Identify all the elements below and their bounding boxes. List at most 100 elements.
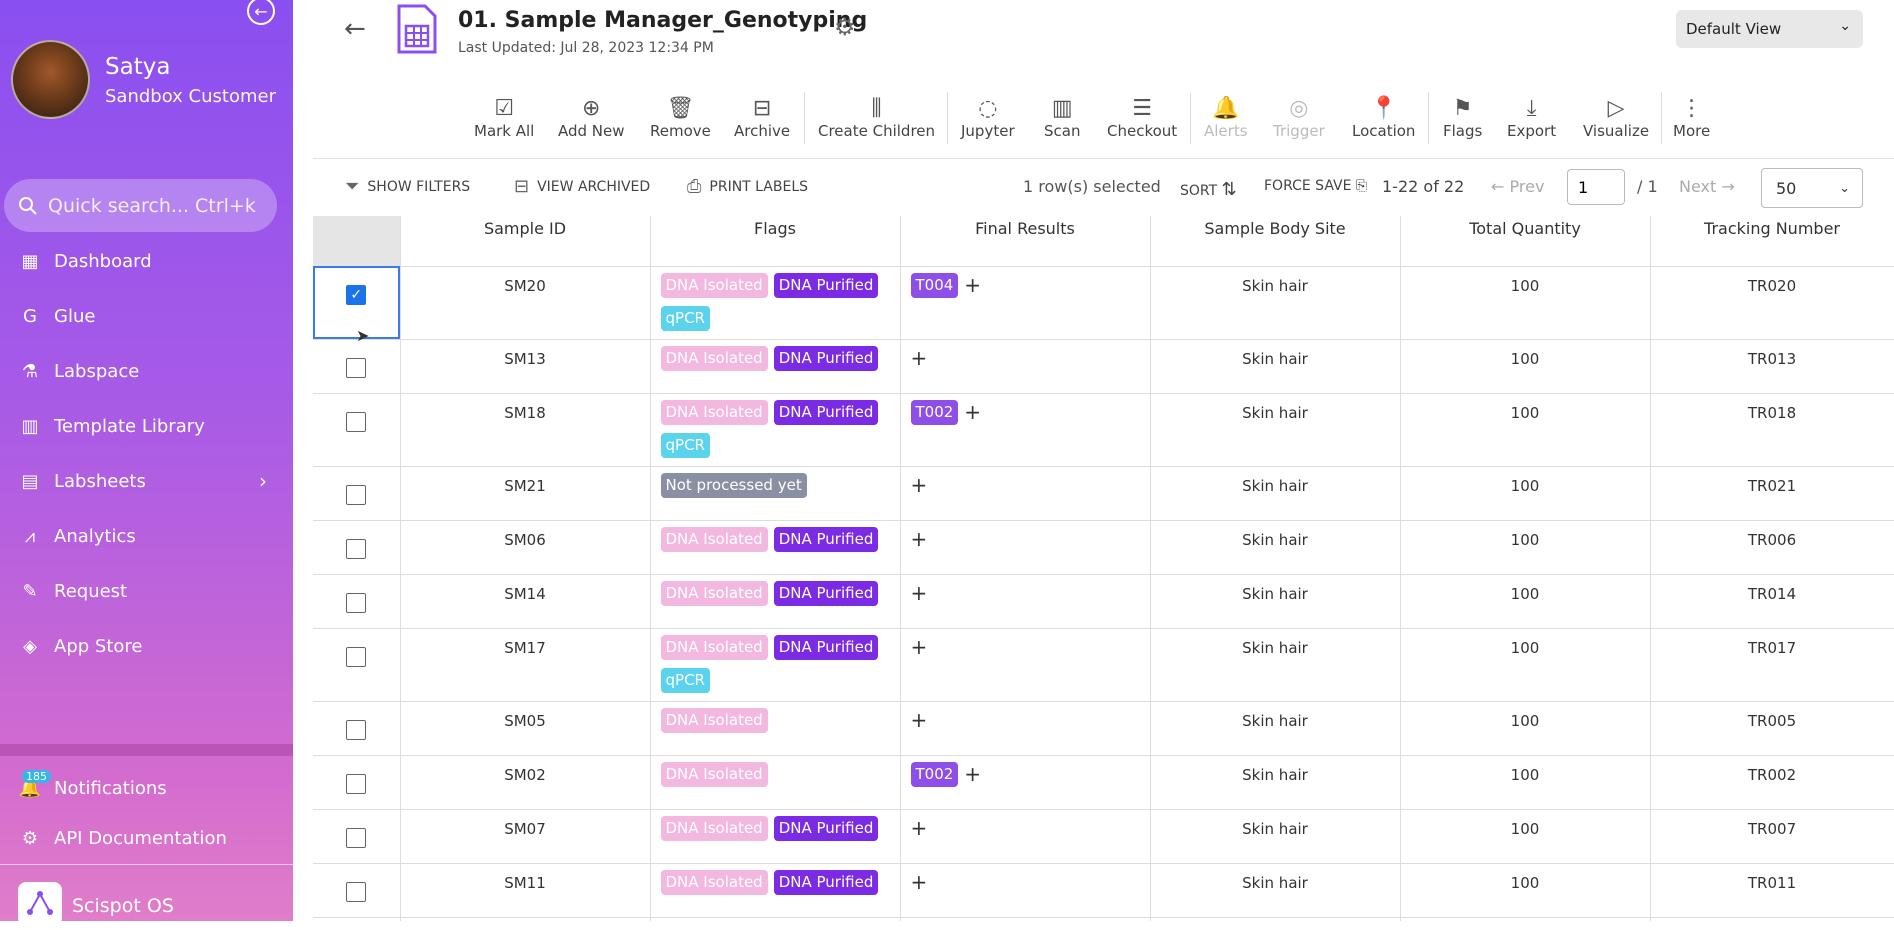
add-new-button[interactable]: ⊕ Add New: [558, 96, 625, 140]
force-save-button[interactable]: FORCE SAVE ⎘: [1264, 178, 1367, 194]
row-select-cell[interactable]: [313, 628, 401, 702]
next-page-button[interactable]: Next →: [1679, 177, 1735, 196]
nav-request[interactable]: ✎ Request: [0, 566, 293, 616]
cell-final-results[interactable]: +: [900, 339, 1151, 394]
result-tag[interactable]: T004: [910, 272, 959, 298]
result-tag[interactable]: T002: [910, 399, 959, 425]
cell-sample-id[interactable]: SM02: [400, 755, 651, 810]
table-row[interactable]: SM07 DNA Isolated DNA Purified + Skin hair 10…: [313, 809, 1894, 864]
alerts-button[interactable]: 🔔 Alerts: [1204, 96, 1248, 140]
cell-sample-id[interactable]: SM07: [400, 809, 651, 864]
nav-glue[interactable]: G Glue: [0, 291, 293, 341]
row-checkbox[interactable]: [346, 646, 367, 667]
add-result-icon[interactable]: +: [964, 272, 982, 297]
cell-sample-body-site[interactable]: Skin hair: [1150, 466, 1401, 521]
location-button[interactable]: 📍 Location: [1352, 96, 1415, 140]
nav-analytics[interactable]: ⩘ Analytics: [0, 511, 293, 561]
table-row[interactable]: SM11 DNA Isolated DNA Purified + Skin hair 10…: [313, 863, 1894, 918]
cell-sample-id[interactable]: SM20: [400, 266, 651, 340]
cell-flags[interactable]: DNA Isolated DNA Purified qPCR: [650, 266, 901, 340]
table-row[interactable]: SM14 DNA Isolated DNA Purified + Skin hair 10…: [313, 574, 1894, 629]
cell-sample-id[interactable]: SM18: [400, 393, 651, 467]
flag-tag[interactable]: DNA Purified: [773, 580, 879, 606]
add-result-icon[interactable]: +: [910, 345, 928, 370]
table-row[interactable]: SM06 DNA Isolated DNA Purified + Skin hair 10…: [313, 520, 1894, 575]
flags-button[interactable]: ⚑ Flags: [1443, 96, 1482, 140]
cell-sample-body-site[interactable]: Skin hair: [1150, 393, 1401, 467]
flag-tag[interactable]: DNA Isolated: [660, 869, 768, 895]
table-row[interactable]: ✓ SM20 DNA Isolated DNA PurifiedqPCR T004 + Sk…: [313, 266, 1894, 340]
add-result-icon[interactable]: +: [910, 707, 928, 732]
view-select[interactable]: Default View ⌄: [1676, 10, 1863, 48]
trigger-button[interactable]: ◎ Trigger: [1273, 96, 1325, 140]
collapse-sidebar-icon[interactable]: ←: [247, 0, 275, 25]
flag-tag[interactable]: DNA Purified: [773, 526, 879, 552]
flag-tag[interactable]: qPCR: [660, 667, 710, 693]
cell-sample-id[interactable]: SM21: [400, 466, 651, 521]
column-header-total-quantity[interactable]: Total Quantity: [1400, 216, 1651, 267]
row-checkbox[interactable]: [346, 773, 367, 794]
add-result-icon[interactable]: +: [964, 761, 982, 786]
cell-tracking-number[interactable]: TR021: [1650, 466, 1894, 521]
table-row[interactable]: SM18 DNA Isolated DNA PurifiedqPCR T002 + Ski…: [313, 393, 1894, 467]
cell-sample-body-site[interactable]: Skin hair: [1150, 628, 1401, 702]
prev-page-button[interactable]: ← Prev: [1491, 177, 1545, 196]
visualize-button[interactable]: ▷ Visualize: [1583, 96, 1649, 140]
table-row[interactable]: SM02 DNA Isolated T002 + Skin hair 100 TR002: [313, 755, 1894, 810]
back-arrow-icon[interactable]: ←: [344, 14, 366, 44]
table-row[interactable]: SM13 DNA Isolated DNA Purified + Skin hair 10…: [313, 339, 1894, 394]
cell-flags[interactable]: Not processed yet: [650, 466, 901, 521]
nav-app-store[interactable]: ◈ App Store: [0, 621, 293, 671]
nav-template-library[interactable]: ▥ Template Library: [0, 401, 293, 451]
cell-flags[interactable]: DNA Isolated DNA Purified qPCR: [650, 628, 901, 702]
checkout-button[interactable]: ☰ Checkout: [1107, 96, 1177, 140]
cell-sample-id[interactable]: SM05: [400, 701, 651, 756]
cell-final-results[interactable]: +: [900, 520, 1151, 575]
add-result-icon[interactable]: +: [964, 399, 982, 424]
row-select-cell[interactable]: [313, 701, 401, 756]
flag-tag[interactable]: Not processed yet: [660, 472, 807, 498]
scan-button[interactable]: ▥ Scan: [1044, 96, 1080, 140]
flag-tag[interactable]: DNA Isolated: [660, 634, 768, 660]
cell-tracking-number[interactable]: TR017: [1650, 628, 1894, 702]
nav-api-documentation[interactable]: ⚙ API Documentation: [0, 813, 293, 863]
cell-sample-body-site[interactable]: Skin hair: [1150, 863, 1401, 918]
search-input[interactable]: [48, 194, 258, 217]
cell-total-quantity[interactable]: 100: [1400, 520, 1651, 575]
flag-tag[interactable]: qPCR: [660, 432, 710, 458]
column-header-tracking-number[interactable]: Tracking Number: [1650, 216, 1894, 267]
cell-final-results[interactable]: +: [900, 701, 1151, 756]
flag-tag[interactable]: DNA Isolated: [660, 815, 768, 841]
row-select-cell[interactable]: ✓: [313, 266, 401, 340]
column-header-final-results[interactable]: Final Results: [900, 216, 1151, 267]
cell-sample-id[interactable]: SM14: [400, 574, 651, 629]
cell-sample-body-site[interactable]: Skin hair: [1150, 266, 1401, 340]
table-row[interactable]: SM21 Not processed yet + Skin hair 100 TR021: [313, 466, 1894, 521]
cell-total-quantity[interactable]: [1400, 917, 1651, 921]
flag-tag[interactable]: DNA Purified: [773, 869, 879, 895]
row-select-cell[interactable]: [313, 520, 401, 575]
add-result-icon[interactable]: +: [910, 526, 928, 551]
row-checkbox[interactable]: [346, 592, 367, 613]
flag-tag[interactable]: DNA Purified: [773, 272, 879, 298]
nav-labsheets[interactable]: ▤ Labsheets ›: [0, 456, 293, 506]
row-select-cell[interactable]: [313, 755, 401, 810]
flag-tag[interactable]: DNA Purified: [773, 399, 879, 425]
page-number-input[interactable]: [1567, 169, 1625, 205]
page-size-select[interactable]: 50 ⌄: [1761, 168, 1863, 208]
row-checkbox[interactable]: [346, 538, 367, 559]
flag-tag[interactable]: DNA Isolated: [660, 345, 768, 371]
row-checkbox[interactable]: [346, 827, 367, 848]
remove-button[interactable]: 🗑 Remove: [650, 96, 711, 140]
row-select-cell[interactable]: [313, 339, 401, 394]
cell-final-results[interactable]: T002 +: [900, 755, 1151, 810]
cell-sample-id[interactable]: [400, 917, 651, 921]
show-filters-button[interactable]: ⏷ SHOW FILTERS: [345, 176, 470, 197]
cell-flags[interactable]: DNA Isolated: [650, 701, 901, 756]
select-column-header[interactable]: [313, 216, 401, 267]
row-select-cell[interactable]: [313, 393, 401, 467]
row-checkbox[interactable]: [346, 484, 367, 505]
